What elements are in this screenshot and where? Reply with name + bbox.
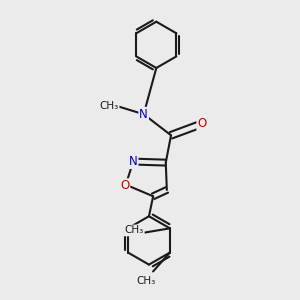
- Text: O: O: [120, 179, 129, 192]
- Text: CH₃: CH₃: [99, 101, 119, 111]
- Text: O: O: [197, 117, 207, 130]
- Text: CH₃: CH₃: [124, 225, 144, 236]
- Text: N: N: [139, 108, 148, 121]
- Text: N: N: [129, 155, 137, 168]
- Text: CH₃: CH₃: [136, 276, 155, 286]
